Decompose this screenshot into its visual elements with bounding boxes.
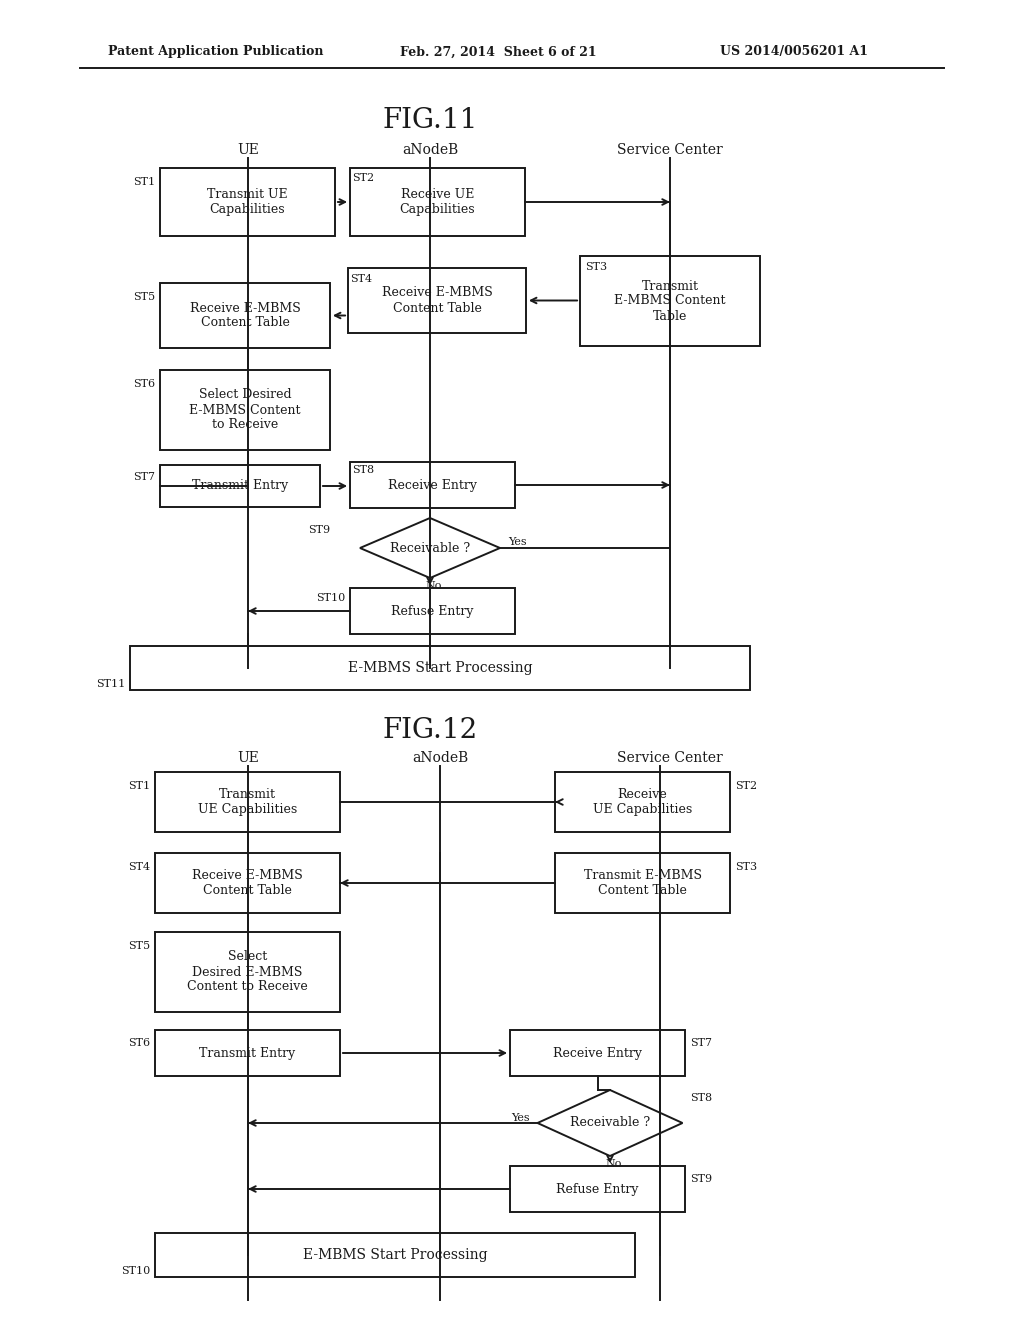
FancyBboxPatch shape [155,853,340,913]
Text: Receive Entry: Receive Entry [388,479,477,491]
Text: Service Center: Service Center [617,751,723,766]
Text: Receive UE
Capabilities: Receive UE Capabilities [399,187,475,216]
Text: ST5: ST5 [133,292,155,302]
FancyBboxPatch shape [350,462,515,508]
FancyBboxPatch shape [155,1233,635,1276]
Text: ST2: ST2 [735,781,757,791]
Text: ST3: ST3 [735,862,757,873]
Text: ST9: ST9 [690,1173,712,1184]
FancyBboxPatch shape [348,268,526,333]
Text: Transmit E-MBMS
Content Table: Transmit E-MBMS Content Table [584,869,701,898]
FancyBboxPatch shape [510,1030,685,1076]
Text: Transmit Entry: Transmit Entry [200,1047,296,1060]
Text: ST6: ST6 [128,1038,150,1048]
Text: Receivable ?: Receivable ? [570,1117,650,1130]
Text: Receive E-MBMS
Content Table: Receive E-MBMS Content Table [189,301,300,330]
Text: ST2: ST2 [352,173,374,183]
FancyBboxPatch shape [160,168,335,236]
Text: Select
Desired E-MBMS
Content to Receive: Select Desired E-MBMS Content to Receive [187,950,308,994]
Polygon shape [360,517,500,578]
FancyBboxPatch shape [510,1166,685,1212]
FancyBboxPatch shape [160,370,330,450]
Text: Feb. 27, 2014  Sheet 6 of 21: Feb. 27, 2014 Sheet 6 of 21 [400,45,597,58]
Text: Receive Entry: Receive Entry [553,1047,642,1060]
FancyBboxPatch shape [160,465,319,507]
FancyBboxPatch shape [155,772,340,832]
Polygon shape [538,1090,683,1156]
Text: No: No [605,1159,622,1170]
Text: E-MBMS Start Processing: E-MBMS Start Processing [348,661,532,675]
Text: ST1: ST1 [128,781,150,791]
Text: UE: UE [238,751,259,766]
Text: Yes: Yes [511,1113,529,1123]
Text: Receive E-MBMS
Content Table: Receive E-MBMS Content Table [382,286,493,314]
Text: US 2014/0056201 A1: US 2014/0056201 A1 [720,45,868,58]
Text: ST8: ST8 [352,465,374,475]
Text: UE: UE [238,143,259,157]
Text: Service Center: Service Center [617,143,723,157]
Text: Transmit UE
Capabilities: Transmit UE Capabilities [207,187,288,216]
Text: ST4: ST4 [350,275,372,284]
Text: aNodeB: aNodeB [412,751,468,766]
Text: Transmit
E-MBMS Content
Table: Transmit E-MBMS Content Table [614,280,726,322]
Text: ST9: ST9 [308,525,330,535]
Text: Transmit Entry: Transmit Entry [191,479,288,492]
Text: Receivable ?: Receivable ? [390,541,470,554]
FancyBboxPatch shape [350,587,515,634]
FancyBboxPatch shape [155,932,340,1012]
FancyBboxPatch shape [130,645,750,690]
FancyBboxPatch shape [580,256,760,346]
Text: aNodeB: aNodeB [401,143,458,157]
Text: ST5: ST5 [128,941,150,950]
Text: ST7: ST7 [133,473,155,482]
FancyBboxPatch shape [555,853,730,913]
Text: ST11: ST11 [96,678,125,689]
Text: FIG.12: FIG.12 [382,717,477,743]
Text: E-MBMS Start Processing: E-MBMS Start Processing [303,1247,487,1262]
Text: Refuse Entry: Refuse Entry [391,605,474,618]
FancyBboxPatch shape [160,282,330,348]
Text: Receive E-MBMS
Content Table: Receive E-MBMS Content Table [193,869,303,898]
Text: Receive
UE Capabilities: Receive UE Capabilities [593,788,692,816]
Text: Patent Application Publication: Patent Application Publication [108,45,324,58]
Text: ST4: ST4 [128,862,150,873]
Text: ST6: ST6 [133,379,155,389]
Text: ST10: ST10 [315,593,345,603]
Text: ST8: ST8 [690,1093,713,1104]
FancyBboxPatch shape [155,1030,340,1076]
FancyBboxPatch shape [555,772,730,832]
Text: ST3: ST3 [585,261,607,272]
Text: ST7: ST7 [690,1038,712,1048]
Text: Yes: Yes [508,537,526,546]
Text: Select Desired
E-MBMS Content
to Receive: Select Desired E-MBMS Content to Receive [189,388,301,432]
Text: No: No [425,581,441,591]
Text: Transmit
UE Capabilities: Transmit UE Capabilities [198,788,297,816]
Text: ST1: ST1 [133,177,155,187]
FancyBboxPatch shape [350,168,525,236]
Text: ST10: ST10 [121,1266,150,1276]
Text: FIG.11: FIG.11 [382,107,477,133]
Text: Refuse Entry: Refuse Entry [556,1183,639,1196]
